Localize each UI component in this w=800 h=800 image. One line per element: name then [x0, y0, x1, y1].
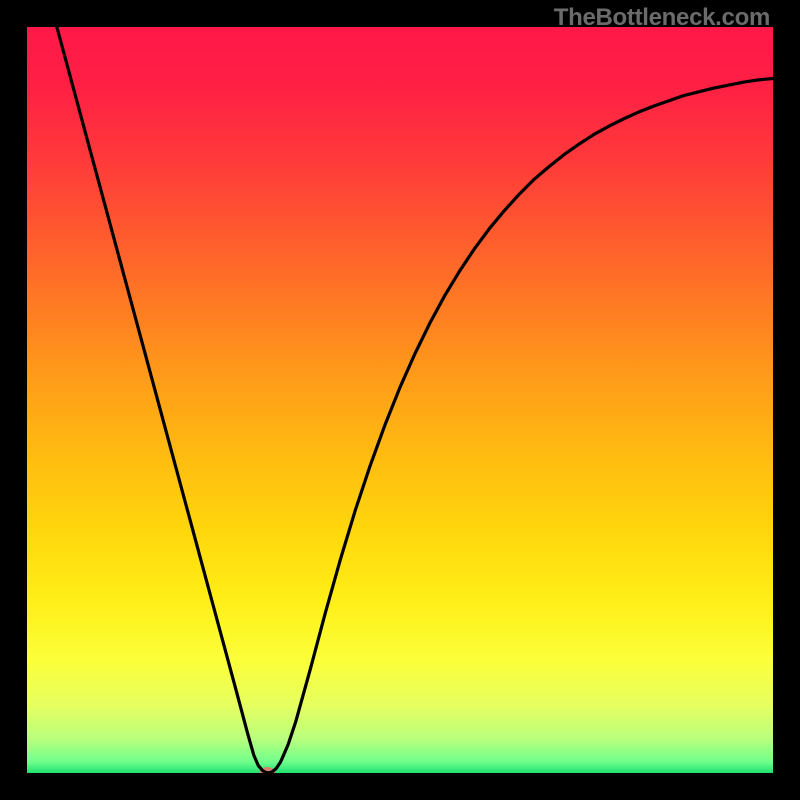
chart-frame: TheBottleneck.com: [0, 0, 800, 800]
plot-area: [27, 27, 773, 773]
gradient-background: [27, 27, 773, 773]
watermark-text: TheBottleneck.com: [554, 4, 770, 32]
bottleneck-chart: [27, 27, 773, 773]
